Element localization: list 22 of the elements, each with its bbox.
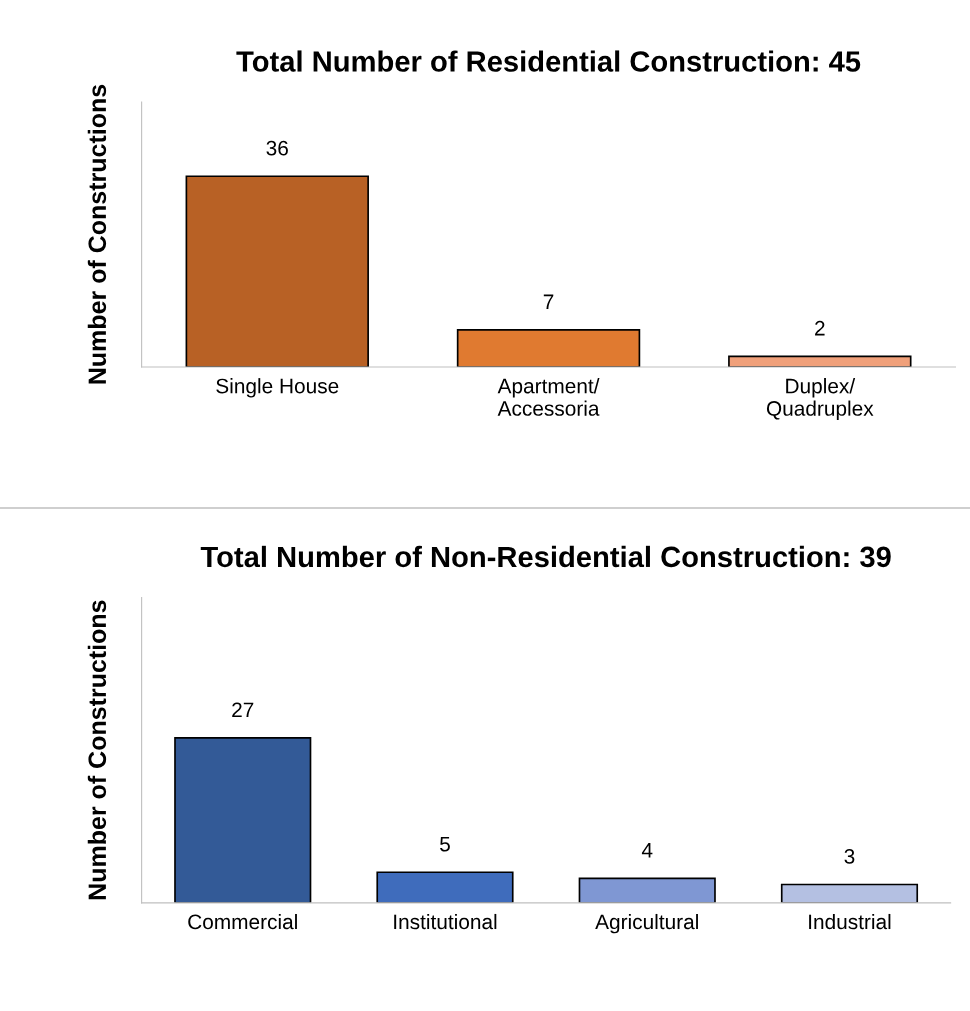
chart-title: Total Number of Residential Construction: 45 [236,50,861,72]
y-axis-title: Number of Constructions [87,84,107,384]
y-axis-title: Number of Constructions [87,600,107,900]
data-label: 5 [440,836,450,852]
bar [780,883,919,903]
data-label: 2 [815,320,825,336]
x-tick-label: Apartment/ Accessoria [497,378,600,416]
data-label: 36 [266,140,288,156]
chart-title: Total Number of Non-Residential Construction: 39 [200,545,891,568]
x-tick-label: Single House [216,378,339,398]
data-label: 4 [641,843,653,858]
data-label: 27 [232,702,254,717]
bar [174,737,312,903]
bar [578,877,716,903]
x-tick-label: Duplex/ Quadruplex [766,378,874,420]
bar [376,871,514,903]
x-tick-label: Commercial [188,913,297,930]
data-label: 7 [543,294,554,309]
data-label: 3 [844,848,855,864]
x-tick-label: Industrial [809,913,891,930]
x-tick-label: Institutional [394,913,497,930]
x-tick-label: Agricultural [595,913,698,934]
